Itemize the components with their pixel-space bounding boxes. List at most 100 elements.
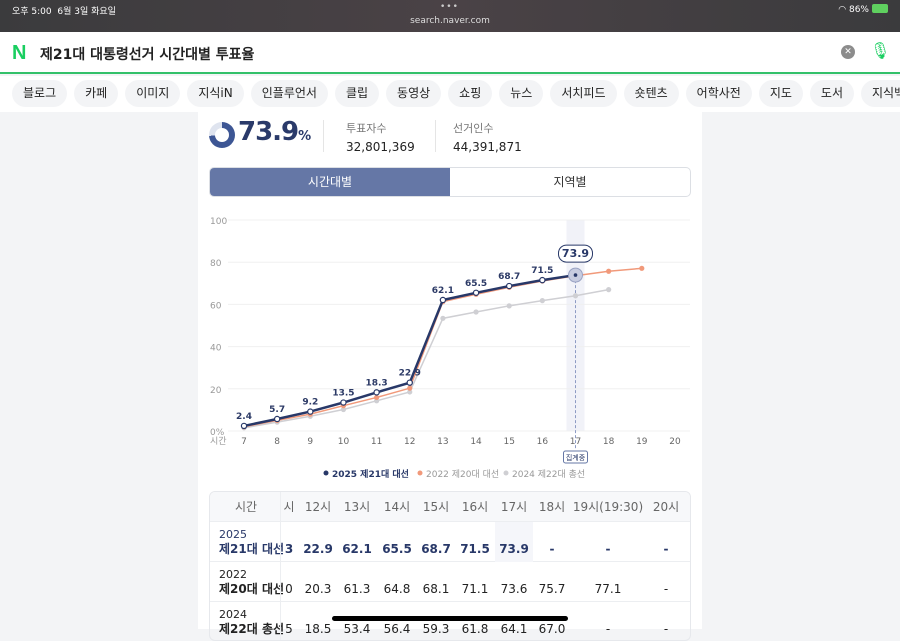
data-point [407,385,413,391]
chip-0[interactable]: 블로그 [12,80,68,107]
data-point [340,399,347,406]
table-cell: 62.1 [342,542,372,556]
table-cell: 71.5 [460,542,490,556]
naver-logo[interactable]: N [12,42,27,64]
data-point [472,289,480,296]
current-value-bubble [558,244,593,263]
status-bar: 오후 5:00 6월 3일 화요일 ••• search.naver.com ◠… [0,0,900,32]
data-label: 13.5 [332,389,354,399]
chip-13[interactable]: 도서 [809,80,855,107]
data-point [307,408,314,415]
electorate-label: 선거인수 [453,122,494,135]
table-cell: - [663,582,669,596]
x-tick-label: 14 [470,437,482,447]
table-cell: 61.3 [343,582,371,596]
chip-12[interactable]: 지도 [758,80,803,107]
data-label: 68.7 [498,272,520,282]
home-indicator[interactable] [332,616,568,621]
data-point [572,293,579,299]
wifi-icon: ◠ [838,5,847,15]
x-tick-label: 20 [669,437,681,447]
legend-label: 2022 제20대 대선 [426,469,499,480]
tab-hourly[interactable]: 시간대별 [210,168,450,196]
x-tick-label: 18 [603,437,615,447]
row-label: 2024 제22대 총선 [219,608,284,636]
current-tag-label: 집계중 [566,453,586,462]
data-label: 65.5 [465,279,487,289]
row-year: 2022 [219,568,247,581]
divider [323,120,324,152]
close-icon[interactable]: ✕ [841,45,855,59]
data-point [473,309,479,315]
table-cell: 77.1 [594,582,622,596]
chip-10[interactable]: 숏텐츠 [623,80,679,107]
url-label[interactable]: search.naver.com [410,16,490,26]
column-header: 시간 [234,500,258,514]
current-value-label: 73.9 [562,247,589,260]
divider [435,120,436,152]
data-point [439,296,447,304]
column-header: 12시 [304,500,332,514]
data-label: 22.9 [399,369,421,379]
data-point [606,268,612,274]
data-label: 5.7 [269,405,285,415]
x-tick-label: 9 [307,437,313,447]
search-input[interactable]: 제21대 대통령선거 시간대별 투표율 [40,47,255,63]
x-axis-label: 시간 [210,436,227,447]
table-cell: 73.6 [500,582,528,596]
table-row: 2022 제20대 대선 0 20.3 61.3 64.8 68.1 71.1 73.6 75.7… [210,562,690,602]
chip-2[interactable]: 이미지 [125,80,181,107]
table-cell: 56.4 [383,622,411,636]
chip-4[interactable]: 인플루언서 [250,80,328,107]
mic-icon[interactable]: 🎙 [870,41,891,60]
column-header: 13시 [343,500,371,514]
column-header: 시 [283,500,295,514]
table-cell: 73.9 [499,542,529,556]
row-label: 2022 제20대 대선 [219,568,284,596]
legend-marker [323,470,329,476]
more-icon[interactable]: ••• [440,2,459,12]
x-tick-label: 19 [636,437,648,447]
chip-1[interactable]: 카페 [74,80,119,107]
chip-3[interactable]: 지식iN [187,80,244,107]
legend-label: 2024 제22대 총선 [512,469,585,480]
x-tick-label: 10 [338,437,350,447]
x-tick-label: 8 [274,437,280,447]
table-cell: - [549,542,555,556]
table-header: 시간 시 12시 13시 14시 15시 16시 17시 18시 19시(19:30) 20시 [210,492,690,522]
voters-label: 투표자수 [346,122,387,135]
table-cell: 0 [285,582,293,596]
legend-marker [503,470,509,476]
chip-9[interactable]: 서치피드 [550,80,617,107]
table-cell: 5 [285,622,293,636]
chip-6[interactable]: 동영상 [386,80,442,107]
current-tag [563,450,588,464]
data-point [506,282,513,290]
data-point [506,303,512,309]
x-tick-label: 15 [503,437,514,447]
table-cell: 71.1 [461,582,489,596]
chip-14[interactable]: 지식백과 [861,80,900,107]
tab-regional[interactable]: 지역별 [553,175,587,189]
data-point [639,265,645,271]
data-label: 18.3 [365,378,387,388]
chip-7[interactable]: 쇼핑 [448,80,493,107]
y-tick-label: 20 [210,386,222,396]
table-cell: - [663,622,669,636]
table-cell: 68.7 [421,542,451,556]
table-cell: 59.3 [422,622,450,636]
table-cell: 18.5 [304,622,332,636]
data-label: 9.2 [302,398,318,408]
column-header: 16시 [461,500,489,514]
chip-8[interactable]: 뉴스 [499,80,544,107]
date: 6월 3일 화요일 [57,7,116,17]
y-tick-label: 0% [210,428,225,438]
table-row: 2024 제22대 총선 5 18.5 53.4 56.4 59.3 61.8 64.1 67.0… [210,602,690,640]
electorate-value: 44,391,871 [453,140,522,154]
chip-11[interactable]: 어학사전 [685,80,752,107]
y-tick-label: 100 [210,217,227,227]
chip-5[interactable]: 클립 [334,80,380,107]
data-point [374,394,380,401]
data-point [406,379,413,386]
column-header: 19시(19:30) [572,500,644,514]
